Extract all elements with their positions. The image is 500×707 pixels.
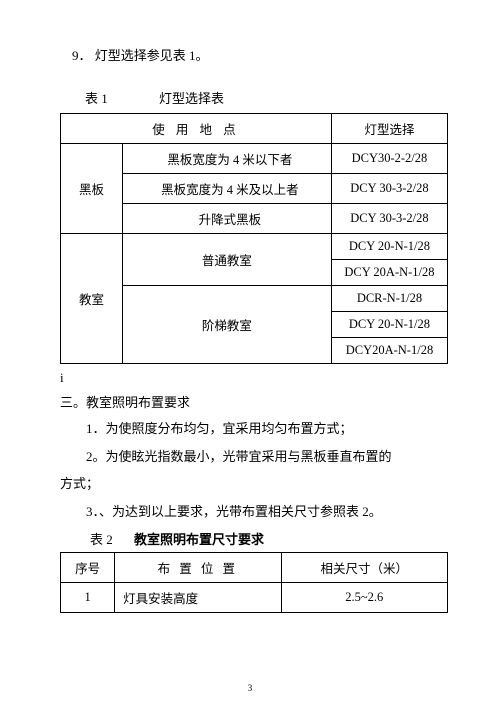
table-row: 黑板 黑板宽度为 4 米以下者 DCY30-2-2/28 [61,144,448,174]
header-location: 使 用 地 点 [61,114,332,144]
cell-lamp: DCY 20A-N-1/28 [331,260,447,286]
layout-dimension-table: 序号 布 置 位 置 相关尺寸（米） 1 灯具安装高度 2.5~2.6 [60,552,448,613]
page-number: 3 [0,683,500,693]
cell-lamp: DCY 30-3-2/28 [331,204,447,234]
table2-caption-title: 教室照明布置尺寸要求 [134,529,264,548]
paragraph: 方式； [60,474,448,494]
paragraph: 3．、为达到以上要求，光带布置相关尺寸参照表 2。 [60,502,448,522]
cell-desc: 升降式黑板 [122,204,331,234]
cell-dimension: 2.5~2.6 [281,583,447,613]
header-lamp: 灯型选择 [331,114,447,144]
cell-lamp: DCY20A-N-1/28 [331,338,447,364]
cell-lamp: DCY 20-N-1/28 [331,234,447,260]
table-row: 1 灯具安装高度 2.5~2.6 [61,583,448,613]
table1-caption-label: 表 1 [85,88,108,107]
table1-caption: 表 1 灯型选择表 [60,88,448,107]
stray-text: i [60,370,448,386]
cell-seq: 1 [61,583,115,613]
cell-lamp: DCY30-2-2/28 [331,144,447,174]
cell-desc: 阶梯教室 [122,286,331,364]
table-row: 序号 布 置 位 置 相关尺寸（米） [61,553,448,583]
cell-desc: 黑板宽度为 4 米及以上者 [122,174,331,204]
cell-lamp: DCY 30-3-2/28 [331,174,447,204]
paragraph: 2。为使眩光指数最小，光带宜采用与黑板垂直布置的 [60,447,448,467]
header-position: 布 置 位 置 [115,553,281,583]
section-title: 三。教室照明布置要求 [60,392,448,411]
header-seq: 序号 [61,553,115,583]
lamp-selection-table: 使 用 地 点 灯型选择 黑板 黑板宽度为 4 米以下者 DCY30-2-2/2… [60,113,448,364]
cell-lamp: DCY 20-N-1/28 [331,312,447,338]
cell-lamp: DCR-N-1/28 [331,286,447,312]
table2-caption-label: 表 2 [90,529,113,548]
cell-position: 灯具安装高度 [115,583,281,613]
table2-caption: 表 2 教室照明布置尺寸要求 [60,529,448,548]
cell-desc: 普通教室 [122,234,331,286]
paragraph: 1．为使照度分布均匀，宜采用均匀布置方式； [60,419,448,439]
cell-desc: 黑板宽度为 4 米以下者 [122,144,331,174]
header-dimension: 相关尺寸（米） [281,553,447,583]
table-row: 使 用 地 点 灯型选择 [61,114,448,144]
intro-paragraph: 9． 灯型选择参见表 1。 [60,45,448,64]
table1-caption-title: 灯型选择表 [159,88,224,107]
group-label: 教室 [61,234,123,364]
group-label: 黑板 [61,144,123,234]
table-row: 教室 普通教室 DCY 20-N-1/28 [61,234,448,260]
